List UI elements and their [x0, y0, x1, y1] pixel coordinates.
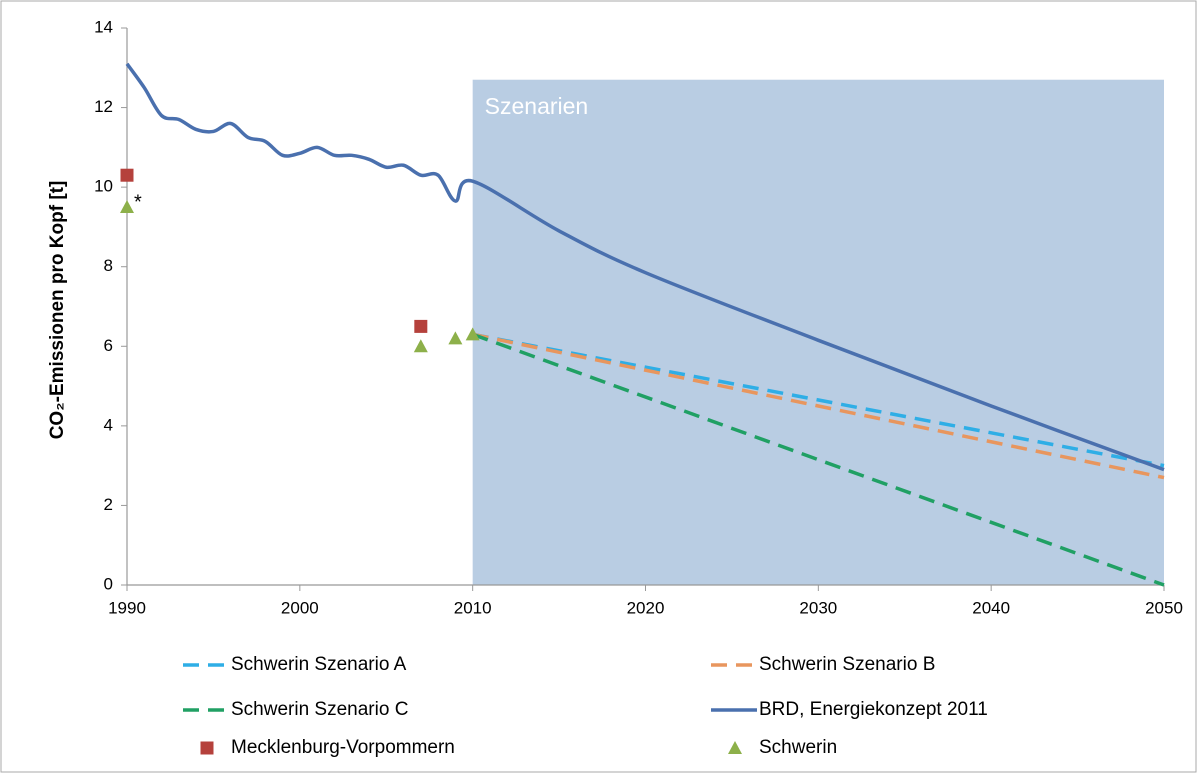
y-tick-label: 6: [104, 336, 113, 355]
series-line: [472, 332, 1165, 587]
x-tick-label: 2050: [1145, 598, 1183, 617]
y-tick-label: 4: [104, 415, 113, 434]
legend-label: Mecklenburg-Vorpommern: [231, 737, 455, 758]
x-tick-label: 2030: [799, 598, 837, 617]
legend-label: Schwerin Szenario A: [231, 654, 407, 675]
data-point: [413, 339, 428, 353]
legend-marker: [200, 741, 214, 755]
x-tick-label: 2040: [972, 598, 1010, 617]
x-tick-label: 2010: [454, 598, 492, 617]
y-tick-label: 8: [104, 256, 113, 275]
region-label: Szenarien: [485, 93, 589, 119]
data-point: [120, 200, 134, 214]
data-point: [120, 168, 134, 182]
y-tick-label: 2: [104, 495, 113, 514]
legend-label: Schwerin Szenario C: [231, 699, 408, 720]
legend-label: BRD, Energiekonzept 2011: [759, 699, 988, 720]
legend-marker: [728, 741, 742, 754]
data-point: [414, 319, 428, 333]
x-tick-label: 2000: [281, 598, 319, 617]
data-point: [448, 331, 463, 345]
data-point: [465, 327, 480, 341]
y-tick-label: 0: [104, 574, 113, 593]
y-tick-label: 14: [94, 17, 113, 36]
annotation: *: [134, 191, 142, 213]
legend-label: Schwerin: [759, 737, 837, 758]
y-axis-label: CO₂-Emissionen pro Kopf [t]: [47, 181, 68, 440]
y-tick-label: 12: [94, 97, 113, 116]
series-line: [472, 332, 1165, 468]
series-line: [472, 332, 1165, 480]
series-line: [125, 62, 1165, 472]
x-tick-label: 2020: [627, 598, 665, 617]
x-tick-label: 1990: [108, 598, 146, 617]
y-tick-label: 10: [94, 177, 113, 196]
legend-label: Schwerin Szenario B: [759, 654, 935, 675]
scenario-region: [472, 79, 1165, 585]
